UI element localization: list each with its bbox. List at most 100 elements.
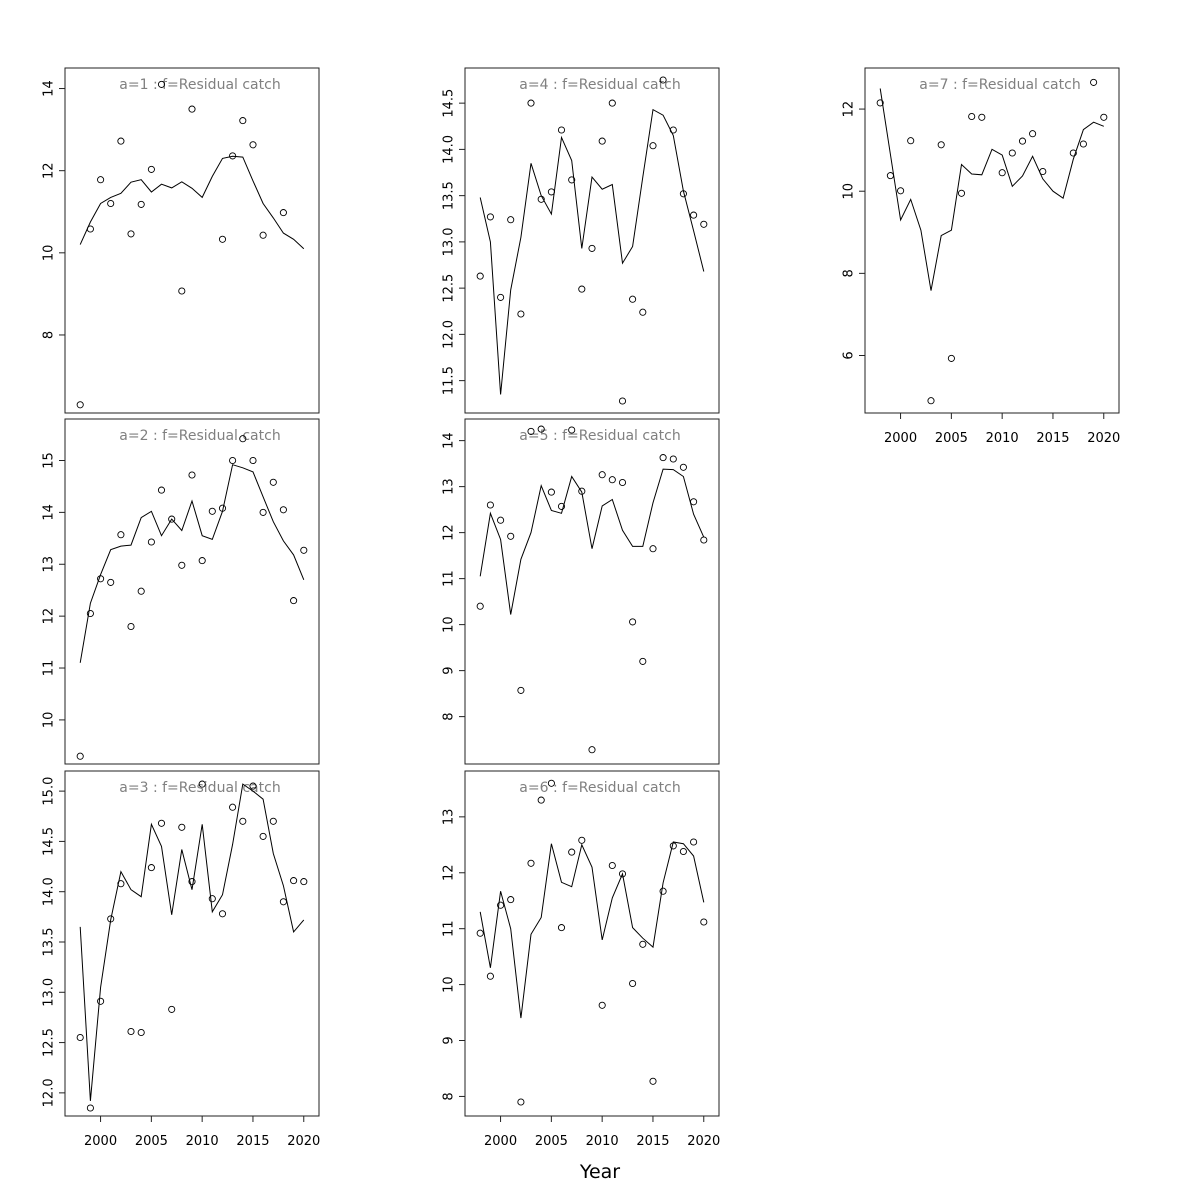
y-tick-label: 12.0 [442,320,457,349]
y-tick-label: 8 [442,712,457,720]
data-point [568,426,576,434]
data-point [239,117,247,125]
fitted-line [79,155,305,250]
data-point [527,427,535,435]
panel-frame [64,770,320,1117]
data-point [876,99,884,107]
data-point [279,898,287,906]
data-point [517,1098,525,1106]
y-tick-label: 14.0 [42,877,57,906]
y-tick-label: 10 [842,183,857,200]
y-tick-label: 13.5 [42,928,57,957]
data-point [547,488,555,496]
data-point [568,848,576,856]
data-point [659,887,667,895]
data-point [547,779,555,787]
data-point [537,425,545,433]
data-point [608,99,616,107]
data-point [117,880,125,888]
panel-frame [64,67,320,414]
x-tick-label: 2005 [935,431,968,446]
data-point [897,187,905,195]
data-point [517,686,525,694]
data-point [557,126,566,134]
x-tick-label: 2005 [535,1134,568,1149]
data-point [568,176,576,184]
data-point [618,478,627,487]
data-point [147,538,155,546]
fitted-line [479,108,705,395]
panel-title: a=3 : f=Residual catch [119,780,280,796]
panel-title: a=5 : f=Residual catch [519,428,680,444]
y-tick-label: 13 [442,478,457,495]
data-point [178,823,186,831]
data-point [476,602,484,610]
y-tick-label: 8 [42,331,57,339]
y-tick-label: 13.0 [442,227,457,256]
data-point [659,76,667,84]
y-tick-label: 14 [42,504,57,521]
panel-frame [864,67,1120,414]
data-point [557,502,566,510]
data-point [588,746,596,754]
data-point [527,859,535,867]
x-tick-label: 2020 [287,1134,320,1149]
data-point [537,195,545,203]
data-point [497,516,505,524]
data-point [1069,149,1077,157]
data-point [486,213,494,221]
y-tick-label: 8 [842,269,857,277]
y-tick-label: 8 [442,1092,457,1100]
data-point [537,796,545,804]
data-point [279,506,287,514]
y-tick-label: 10 [442,976,457,993]
data-point [259,832,267,840]
y-tick-label: 12 [842,101,857,118]
data-point [700,918,708,926]
x-tick-label: 2010 [186,1134,219,1149]
x-tick-label: 2015 [1036,431,1069,446]
data-point [476,929,484,937]
panel-4: a=4 : f=Residual catch 11.5 12.0 12.5 13.0 13… [442,67,720,414]
data-point [608,476,616,484]
data-point [168,515,176,523]
y-tick-label: 9 [442,1036,457,1044]
x-tick-label: 2000 [484,1134,517,1149]
data-point [1100,113,1108,121]
data-point [157,486,166,494]
data-point [168,1005,176,1013]
data-point [700,220,708,228]
data-point [608,861,616,870]
panel-frame [64,418,320,765]
x-tick-label: 2010 [986,431,1019,446]
data-point [279,209,287,217]
data-point [97,997,105,1005]
x-tick-label: 2000 [884,431,917,446]
panel-5: a=5 : f=Residual catch 8 9 10 11 12 13 14 [442,418,720,765]
panel-title: a=2 : f=Residual catch [119,428,280,444]
data-point [886,172,894,180]
panel-frame [464,418,720,765]
data-point [208,507,216,515]
data-point [639,657,647,665]
data-point [598,471,606,479]
y-tick-label: 13 [42,556,57,573]
x-tick-label: 2020 [1087,431,1120,446]
y-tick-label: 11 [442,570,457,587]
data-point [937,141,945,149]
data-point [547,188,555,196]
data-point [649,545,657,553]
data-point [249,782,257,790]
fitted-line [79,464,305,663]
data-point [117,531,125,539]
y-tick-label: 12.0 [42,1078,57,1107]
data-point [639,308,647,316]
data-point [107,578,115,586]
data-point [690,498,698,506]
data-point [239,435,247,443]
data-point [259,508,267,516]
fitted-line [879,88,1104,291]
fitted-line [479,468,705,615]
data-point [578,285,586,293]
data-point [486,972,494,980]
